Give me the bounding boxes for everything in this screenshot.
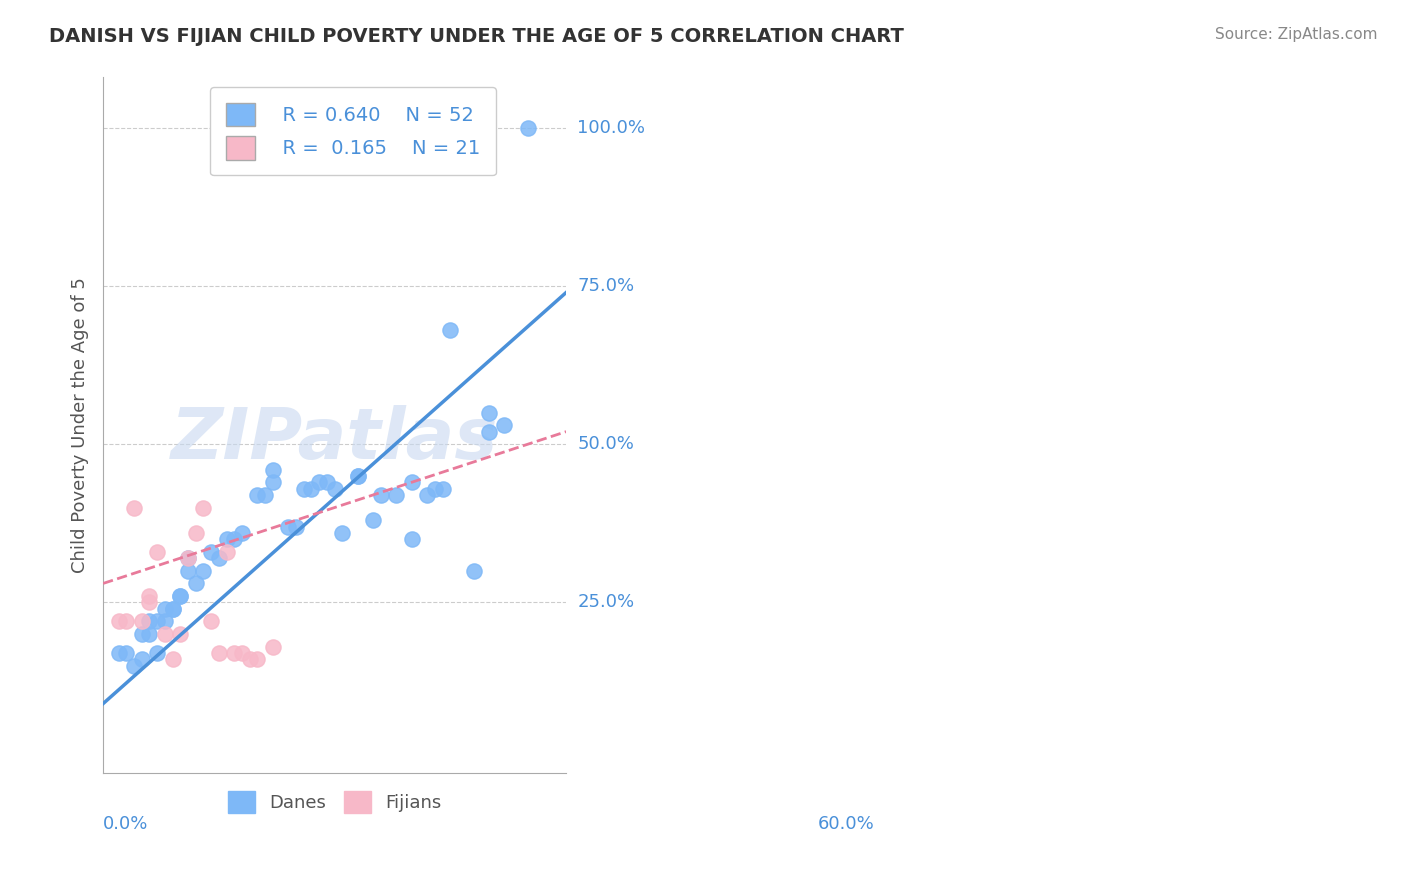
Point (330, 525, 353, 540)
Point (162, 652, 184, 666)
Point (153, 601, 176, 615)
Point (122, 658, 145, 673)
Point (401, 475, 423, 490)
Point (138, 615, 160, 629)
Point (292, 482, 315, 496)
Point (285, 519, 308, 533)
Point (169, 627, 191, 641)
Point (385, 488, 408, 502)
Point (516, 121, 538, 136)
Point (361, 513, 384, 527)
Point (115, 615, 138, 629)
Point (432, 482, 454, 496)
Point (193, 564, 215, 578)
Point (184, 525, 207, 540)
Point (231, 646, 253, 660)
Text: 50.0%: 50.0% (578, 435, 634, 453)
Point (246, 652, 269, 666)
Point (131, 615, 153, 629)
Point (200, 615, 222, 629)
Point (138, 595, 160, 609)
Point (463, 564, 485, 578)
Point (177, 564, 200, 578)
Point (224, 532, 246, 546)
Point (177, 551, 200, 566)
Point (208, 646, 231, 660)
Point (478, 406, 501, 420)
Point (308, 475, 330, 490)
Point (370, 488, 392, 502)
Point (246, 488, 269, 502)
Point (478, 425, 501, 439)
Text: 0.0%: 0.0% (103, 815, 149, 833)
Point (107, 646, 129, 660)
Point (169, 589, 191, 603)
Text: ZIPatlas: ZIPatlas (172, 405, 498, 474)
Point (239, 652, 262, 666)
Point (177, 551, 200, 566)
Point (146, 646, 169, 660)
Point (200, 545, 222, 559)
Point (262, 475, 284, 490)
Point (184, 576, 207, 591)
Point (138, 627, 160, 641)
Text: 75.0%: 75.0% (578, 277, 634, 295)
Point (138, 589, 160, 603)
Point (115, 646, 138, 660)
Point (423, 482, 446, 496)
Text: 25.0%: 25.0% (578, 593, 634, 611)
Point (153, 627, 176, 641)
Y-axis label: Child Poverty Under the Age of 5: Child Poverty Under the Age of 5 (72, 277, 89, 574)
Text: Source: ZipAtlas.com: Source: ZipAtlas.com (1215, 27, 1378, 42)
Point (254, 488, 277, 502)
Point (262, 462, 284, 476)
Point (107, 615, 129, 629)
Point (146, 545, 169, 559)
Point (153, 615, 176, 629)
Point (131, 652, 153, 666)
Point (193, 500, 215, 515)
Point (146, 615, 169, 629)
Text: 100.0%: 100.0% (578, 119, 645, 137)
Point (231, 525, 253, 540)
Point (439, 323, 461, 337)
Point (131, 627, 153, 641)
Point (122, 500, 145, 515)
Text: DANISH VS FIJIAN CHILD POVERTY UNDER THE AGE OF 5 CORRELATION CHART: DANISH VS FIJIAN CHILD POVERTY UNDER THE… (49, 27, 904, 45)
Point (323, 482, 346, 496)
Point (208, 551, 231, 566)
Point (215, 532, 238, 546)
Point (416, 488, 439, 502)
Point (224, 646, 246, 660)
Point (169, 589, 191, 603)
Point (215, 545, 238, 559)
Point (494, 418, 516, 433)
Text: 60.0%: 60.0% (818, 815, 875, 833)
Point (346, 469, 368, 483)
Point (262, 640, 284, 654)
Point (316, 475, 339, 490)
Point (162, 601, 184, 615)
Point (162, 601, 184, 615)
Legend:   R = 0.640    N = 52,   R =  0.165    N = 21: R = 0.640 N = 52, R = 0.165 N = 21 (209, 87, 496, 176)
Point (346, 469, 368, 483)
Point (301, 482, 323, 496)
Point (277, 519, 299, 533)
Point (401, 532, 423, 546)
